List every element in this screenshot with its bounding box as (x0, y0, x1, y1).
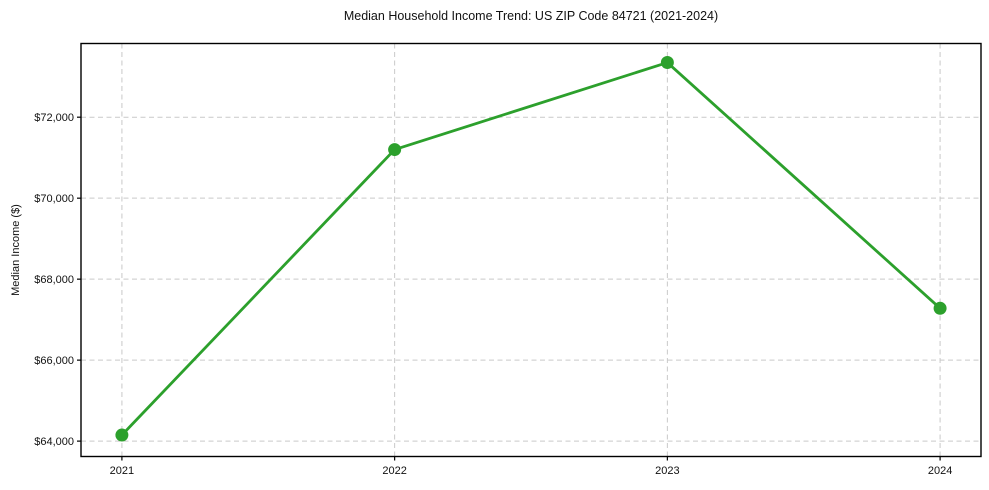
data-point (933, 301, 947, 315)
plot-border (80, 42, 982, 458)
data-point (388, 143, 402, 157)
y-tick-label: $66,000 (34, 355, 74, 367)
chart-title: Median Household Income Trend: US ZIP Co… (343, 9, 719, 23)
data-point (660, 56, 674, 70)
y-tick-label: $68,000 (34, 274, 74, 286)
x-tick-label: 2023 (655, 465, 679, 477)
y-tick-label: $64,000 (34, 436, 74, 448)
x-tick-label: 2021 (110, 465, 134, 477)
y-tick-label: $72,000 (34, 112, 74, 124)
data-point (115, 428, 129, 442)
y-tick-label: $70,000 (34, 193, 74, 205)
x-tick-label: 2024 (928, 465, 952, 477)
trend-line (120, 61, 942, 437)
x-tick-label: 2022 (382, 465, 406, 477)
